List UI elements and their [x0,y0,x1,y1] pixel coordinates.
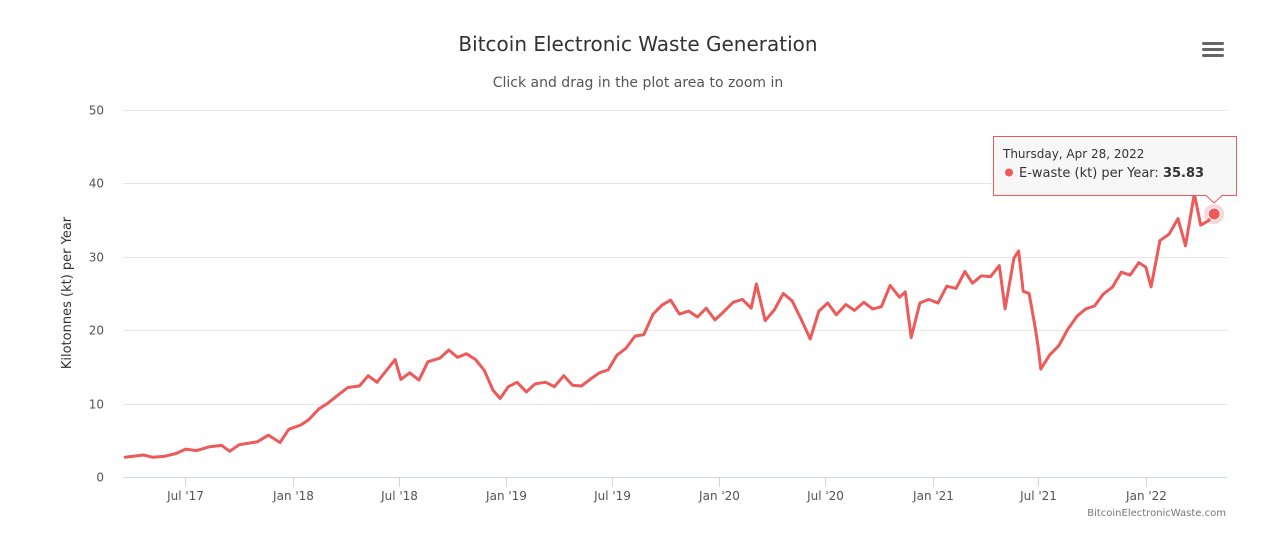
y-tick-label: 50 [89,104,104,118]
x-tick-label: Jan '22 [1125,489,1167,503]
series-line [123,192,1216,459]
x-tick-label: Jul '21 [1019,489,1057,503]
tooltip-value: 35.83 [1163,166,1204,181]
x-tick-label: Jul '17 [166,489,204,503]
tooltip-series-marker [1005,168,1013,177]
y-tick-label: 0 [96,471,104,485]
y-tick-label: 10 [89,398,104,412]
chart-title: Bitcoin Electronic Waste Generation [458,32,817,56]
x-tick-label: Jan '19 [485,489,527,503]
highlight-point[interactable] [1207,207,1221,221]
x-tick-label: Jan '21 [912,489,954,503]
tooltip-date: Thursday, Apr 28, 2022 [1002,147,1144,161]
chart-subtitle: Click and drag in the plot area to zoom … [493,75,784,91]
tooltip-value-line: E-waste (kt) per Year: 35.83 [1019,166,1204,181]
plot-area[interactable] [123,192,1225,459]
credit-link[interactable]: BitcoinElectronicWaste.com [1087,508,1226,519]
x-tick-label: Jan '20 [698,489,740,503]
y-axis-label: Kilotonnes (kt) per Year [60,216,75,369]
y-tick-label: 30 [89,251,104,265]
y-axis-ticks: 0 10 20 30 40 50 [89,104,104,485]
x-tick-label: Jul '18 [380,489,418,503]
x-tick-label: Jan '18 [272,489,314,503]
x-tick-label: Jul '19 [593,489,631,503]
y-tick-label: 20 [89,324,104,338]
hamburger-menu-icon[interactable] [1198,37,1228,63]
tooltip-series-label: E-waste (kt) per Year: [1019,166,1163,181]
x-tick-label: Jul '20 [806,489,844,503]
x-axis-ticks: Jul '17 Jan '18 Jul '18 Jan '19 Jul '19 Jan '… [166,477,1167,503]
tooltip: Thursday, Apr 28, 2022 E-waste (kt) per … [993,136,1237,204]
tooltip-box [993,136,1237,204]
y-tick-label: 40 [89,177,104,191]
